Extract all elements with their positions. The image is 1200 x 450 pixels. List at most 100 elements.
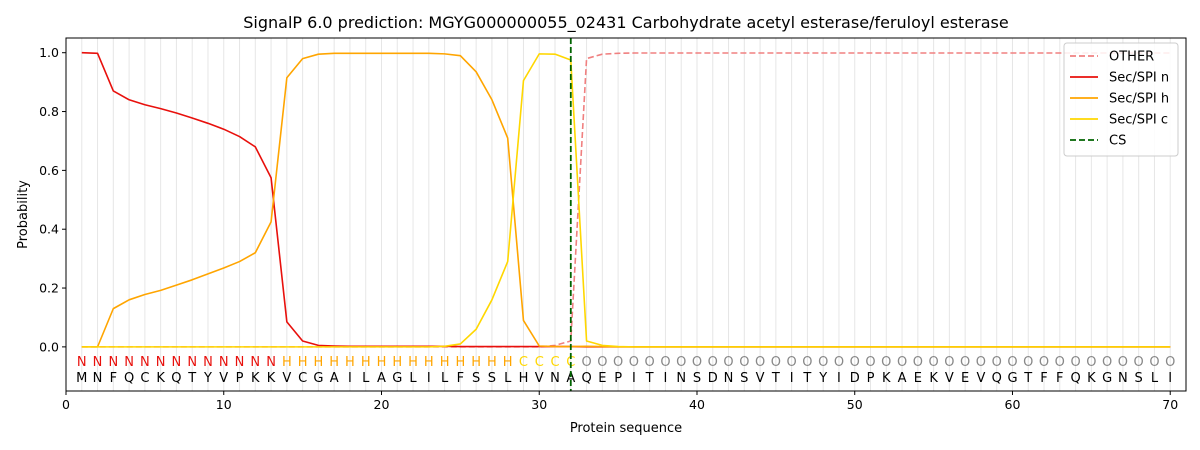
region-label: O	[597, 355, 607, 370]
plot-frame	[65, 37, 1187, 392]
region-label: O	[881, 355, 891, 370]
sequence-residue: K	[251, 371, 260, 386]
region-label: N	[266, 355, 276, 370]
sequence-residue: K	[156, 371, 165, 386]
region-label: N	[140, 355, 150, 370]
sequence-residue: N	[676, 371, 686, 386]
region-label: N	[108, 355, 118, 370]
sequence-residue: V	[282, 371, 291, 386]
region-label: N	[235, 355, 245, 370]
sequence-residue: F	[1040, 371, 1047, 386]
region-label: O	[913, 355, 923, 370]
sequence-residue: P	[236, 371, 244, 386]
region-label: N	[172, 355, 182, 370]
region-label: H	[487, 355, 497, 370]
legend-box	[1063, 42, 1179, 157]
x-tick-label: 30	[531, 397, 547, 412]
region-label: H	[392, 355, 402, 370]
region-label: O	[645, 355, 655, 370]
region-label: O	[818, 355, 828, 370]
sequence-residue: S	[472, 371, 480, 386]
sequence-residue: C	[298, 371, 307, 386]
x-tick-label: 60	[1005, 397, 1021, 412]
x-tick-label: 10	[216, 397, 232, 412]
region-label: N	[203, 355, 213, 370]
series-layer	[81, 51, 1171, 348]
region-label: O	[755, 355, 765, 370]
sequence-residue: Q	[171, 371, 181, 386]
sequence-residue: D	[708, 371, 718, 386]
sequence-residue: V	[756, 371, 765, 386]
sequence-residue: A	[566, 371, 575, 386]
sequence-residue: A	[330, 371, 339, 386]
sequence-residue: C	[140, 371, 149, 386]
y-tick-label: 1.0	[39, 45, 59, 60]
legend-entry: CS	[1109, 134, 1126, 149]
region-label: O	[1070, 355, 1080, 370]
region-label: O	[723, 355, 733, 370]
sequence-residue: I	[348, 371, 352, 386]
x-tick-label: 0	[62, 397, 70, 412]
sequence-residue: P	[614, 371, 622, 386]
tick-layer: 0 10 20 30 40 50 60 70 0.0 0.2 0.4 0.6 0.8 1.0	[39, 45, 1178, 412]
region-label: N	[93, 355, 103, 370]
region-label: O	[976, 355, 986, 370]
legend-entry: OTHER	[1109, 50, 1154, 65]
region-label: H	[503, 355, 513, 370]
region-label: N	[77, 355, 87, 370]
region-label: O	[1086, 355, 1096, 370]
sequence-residue: T	[1023, 371, 1032, 386]
sequence-residue: N	[93, 371, 103, 386]
region-label: O	[1118, 355, 1128, 370]
sequence-residue: N	[724, 371, 734, 386]
sequence-residue: I	[837, 371, 841, 386]
region-label: O	[1149, 355, 1159, 370]
sequence-residue: T	[802, 371, 811, 386]
region-label: O	[660, 355, 670, 370]
region-label: O	[613, 355, 623, 370]
sequence-residue: E	[598, 371, 606, 386]
sequence-residue: Q	[992, 371, 1002, 386]
region-label: O	[944, 355, 954, 370]
region-label: H	[455, 355, 465, 370]
sequence-residue: Y	[818, 371, 827, 386]
region-label: N	[124, 355, 134, 370]
sequence-residue: L	[409, 371, 417, 386]
region-label: O	[1039, 355, 1049, 370]
x-tick-label: 20	[374, 397, 390, 412]
region-label: O	[960, 355, 970, 370]
region-label: H	[424, 355, 434, 370]
sequence-residue: Q	[124, 371, 134, 386]
y-tick-label: 0.2	[39, 281, 59, 296]
region-label: O	[850, 355, 860, 370]
y-tick-label: 0.6	[39, 163, 59, 178]
sequence-residue: V	[976, 371, 985, 386]
sequence-residue: N	[1118, 371, 1128, 386]
sequence-residue: T	[187, 371, 196, 386]
sequence-residue: K	[267, 371, 276, 386]
sequence-residue: G	[1007, 371, 1017, 386]
region-label: H	[314, 355, 324, 370]
region-label: O	[992, 355, 1002, 370]
legend-entry: Sec/SPI c	[1109, 113, 1168, 128]
sequence-residue: F	[110, 371, 117, 386]
region-label: H	[282, 355, 292, 370]
region-label: O	[692, 355, 702, 370]
region-label: O	[581, 355, 591, 370]
region-label: O	[928, 355, 938, 370]
region-label: O	[676, 355, 686, 370]
sequence-residue: Q	[1070, 371, 1080, 386]
region-label: H	[345, 355, 355, 370]
region-label: H	[298, 355, 308, 370]
region-label: H	[471, 355, 481, 370]
sequence-residue: Y	[203, 371, 212, 386]
sequence-residue: L	[1151, 371, 1159, 386]
legend-entry: Sec/SPI h	[1109, 92, 1169, 107]
sequence-residue: A	[377, 371, 386, 386]
region-label: H	[361, 355, 371, 370]
region-label: O	[1055, 355, 1065, 370]
sequence-residue: I	[664, 371, 668, 386]
region-label: O	[1134, 355, 1144, 370]
